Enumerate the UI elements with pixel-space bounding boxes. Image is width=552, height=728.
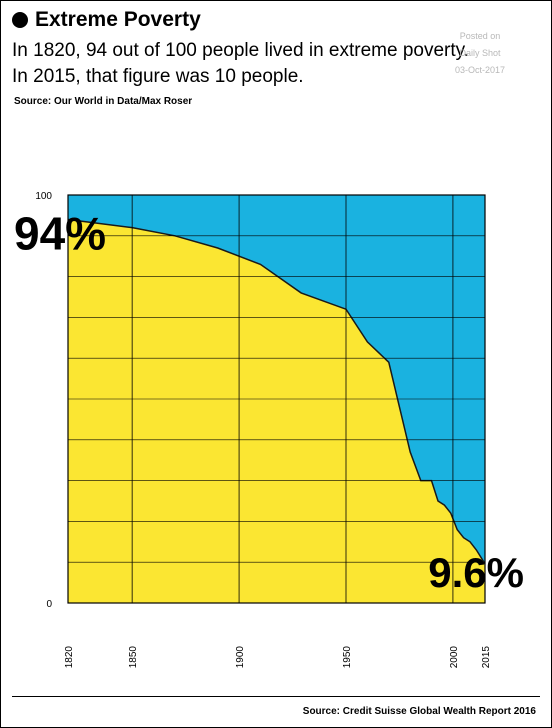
subtitle-line-1: In 1820, 94 out of 100 people lived in e… [12,40,470,61]
source-top: Source: Our World in Data/Max Roser [14,96,193,107]
x-tick-label: 1820 [64,646,75,669]
watermark-line-3: 03-Oct-2017 [455,65,506,75]
watermark-line-2: Daily Shot [459,48,501,58]
x-tick-label: 2000 [449,646,460,669]
x-tick-label: 1850 [128,646,139,669]
annotation-end: 9.6% [428,549,524,596]
watermark: Posted on Daily Shot 03-Oct-2017 [455,28,505,79]
y-tick-label: 100 [35,191,52,202]
subtitle-line-2: In 2015, that figure was 10 people. [12,66,304,87]
footer-rule [12,696,540,697]
bullet-dot [12,12,28,28]
y-tick-label: 0 [46,599,52,610]
x-tick-label: 1900 [235,646,246,669]
annotation-start: 94% [14,207,106,259]
poverty-area [68,219,485,603]
plot-border [67,194,486,604]
title-row: Extreme Poverty [12,8,201,32]
watermark-line-1: Posted on [459,31,501,41]
source-bottom: Source: Credit Suisse Global Wealth Repo… [302,706,536,717]
x-tick-label: 2015 [481,646,492,669]
chart-title: Extreme Poverty [35,8,201,31]
chart-subtitle: In 1820, 94 out of 100 people lived in e… [12,38,469,90]
poverty-line [67,218,486,565]
x-tick-label: 1950 [342,646,353,669]
